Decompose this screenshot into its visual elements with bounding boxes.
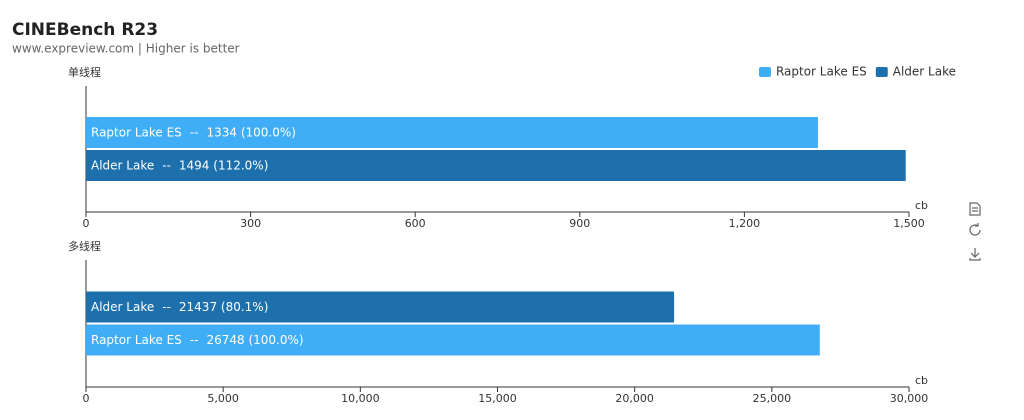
legend-swatch [758, 67, 771, 77]
toolbox [969, 202, 981, 261]
legend-label: Alder Lake [893, 65, 956, 79]
chart-title: CINEBench R23 [12, 20, 158, 40]
bar-category: Alder Lake [91, 158, 154, 172]
chart-subtitle: www.expreview.com | Higher is better [12, 42, 240, 56]
x-tick-label: 300 [240, 217, 261, 230]
bar-value-label: 21437 (80.1%) [179, 300, 268, 314]
x-axis-label: cb [915, 374, 928, 387]
x-tick-label: 0 [83, 392, 90, 405]
x-tick-label: 1,200 [729, 217, 761, 230]
bar-label: Alder Lake -- 1494 (112.0%) [91, 158, 268, 172]
x-tick-label: 0 [83, 217, 90, 230]
legend-swatch [875, 67, 888, 77]
data-view-icon[interactable] [969, 202, 981, 216]
bar-separator: -- [162, 158, 171, 172]
bar-category: Raptor Lake ES [91, 125, 182, 139]
x-tick-label: 5,000 [207, 392, 239, 405]
bar [86, 117, 818, 148]
legend-label: Raptor Lake ES [776, 65, 867, 79]
y-axis-label: 多线程 [68, 239, 101, 253]
x-tick-label: 30,000 [890, 392, 929, 405]
x-tick-label: 25,000 [753, 392, 792, 405]
bar-separator: -- [190, 333, 199, 347]
x-tick-label: 20,000 [615, 392, 654, 405]
x-axis-label: cb [915, 199, 928, 212]
restore-icon[interactable] [969, 223, 981, 236]
x-tick-label: 600 [405, 217, 426, 230]
x-tick-label: 10,000 [341, 392, 380, 405]
bar-separator: -- [190, 125, 199, 139]
bar [86, 291, 675, 323]
x-tick-label: 15,000 [478, 392, 517, 405]
bar-value-label: 1334 (100.0%) [206, 125, 295, 139]
bar-value-label: 26748 (100.0%) [206, 333, 303, 347]
bar-label: Alder Lake -- 21437 (80.1%) [91, 300, 268, 314]
bar-label: Raptor Lake ES -- 26748 (100.0%) [91, 333, 304, 347]
bar-category: Raptor Lake ES [91, 333, 182, 347]
bar-value-label: 1494 (112.0%) [179, 158, 268, 172]
bar-separator: -- [162, 300, 171, 314]
x-tick-label: 1,500 [893, 217, 925, 230]
bar-category: Alder Lake [91, 300, 154, 314]
y-axis-label: 单线程 [68, 65, 101, 79]
bar [86, 324, 820, 356]
bar [86, 150, 906, 181]
download-icon[interactable] [969, 248, 981, 261]
bar-label: Raptor Lake ES -- 1334 (100.0%) [91, 125, 296, 139]
x-tick-label: 900 [569, 217, 590, 230]
